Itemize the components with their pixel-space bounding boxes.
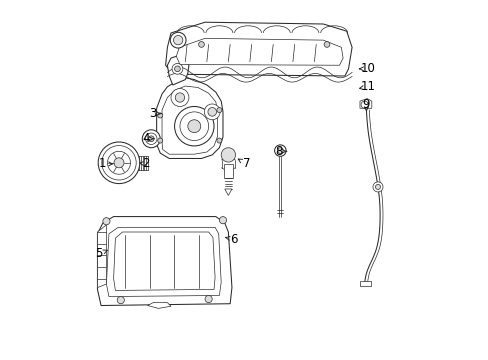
- Polygon shape: [97, 217, 231, 306]
- Text: 3: 3: [149, 107, 157, 120]
- Circle shape: [174, 107, 214, 146]
- Text: 8: 8: [274, 145, 282, 158]
- Circle shape: [360, 101, 367, 108]
- Circle shape: [372, 182, 382, 192]
- Circle shape: [198, 41, 204, 47]
- Text: 1: 1: [99, 157, 106, 170]
- Circle shape: [174, 66, 180, 72]
- Circle shape: [274, 145, 285, 156]
- Text: 4: 4: [142, 132, 149, 145]
- Polygon shape: [97, 225, 106, 288]
- Circle shape: [375, 184, 380, 189]
- Circle shape: [158, 113, 163, 118]
- Text: 7: 7: [242, 157, 249, 170]
- Polygon shape: [165, 22, 351, 76]
- Polygon shape: [360, 282, 370, 286]
- Circle shape: [98, 142, 140, 184]
- Circle shape: [175, 93, 184, 102]
- Circle shape: [219, 217, 226, 224]
- Circle shape: [170, 32, 185, 48]
- Circle shape: [187, 120, 201, 133]
- Text: 10: 10: [360, 62, 375, 75]
- Polygon shape: [156, 78, 223, 158]
- Circle shape: [277, 148, 283, 153]
- Circle shape: [204, 296, 212, 303]
- Text: 6: 6: [229, 233, 237, 246]
- Polygon shape: [162, 86, 217, 154]
- Circle shape: [107, 151, 130, 174]
- Circle shape: [171, 89, 188, 107]
- Polygon shape: [147, 303, 171, 309]
- Text: 2: 2: [142, 157, 149, 170]
- Polygon shape: [167, 56, 188, 85]
- Polygon shape: [359, 99, 371, 108]
- Polygon shape: [223, 164, 233, 178]
- Circle shape: [207, 108, 216, 116]
- Text: 9: 9: [362, 98, 369, 111]
- Circle shape: [173, 36, 183, 45]
- Circle shape: [114, 158, 124, 168]
- Polygon shape: [106, 227, 221, 297]
- Circle shape: [148, 136, 154, 141]
- Polygon shape: [224, 189, 231, 195]
- Circle shape: [204, 104, 220, 120]
- Circle shape: [117, 297, 124, 304]
- Circle shape: [145, 133, 157, 144]
- Text: 11: 11: [360, 80, 375, 93]
- Text: 5: 5: [95, 247, 103, 260]
- Circle shape: [324, 41, 329, 47]
- Circle shape: [217, 108, 222, 113]
- Circle shape: [217, 138, 222, 143]
- Polygon shape: [176, 39, 343, 65]
- Circle shape: [102, 145, 136, 180]
- Circle shape: [221, 148, 235, 162]
- Circle shape: [172, 63, 183, 74]
- Circle shape: [158, 138, 163, 143]
- Circle shape: [102, 218, 110, 225]
- Polygon shape: [113, 232, 215, 291]
- Circle shape: [142, 130, 160, 148]
- Circle shape: [180, 112, 208, 140]
